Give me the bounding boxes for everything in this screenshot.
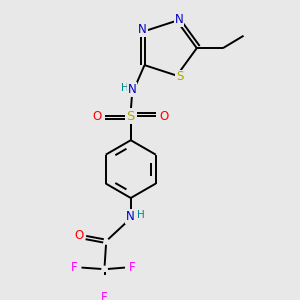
Text: F: F xyxy=(70,261,77,274)
Text: N: N xyxy=(128,83,136,96)
Text: F: F xyxy=(101,290,108,300)
Text: S: S xyxy=(127,110,135,122)
Text: H: H xyxy=(136,210,144,220)
Text: H: H xyxy=(121,83,128,93)
Text: F: F xyxy=(129,261,136,274)
Text: S: S xyxy=(176,70,184,83)
Text: N: N xyxy=(138,23,147,36)
Text: O: O xyxy=(74,230,84,242)
Text: N: N xyxy=(175,13,183,26)
Text: O: O xyxy=(160,110,169,122)
Text: N: N xyxy=(126,210,135,223)
Text: O: O xyxy=(93,110,102,122)
